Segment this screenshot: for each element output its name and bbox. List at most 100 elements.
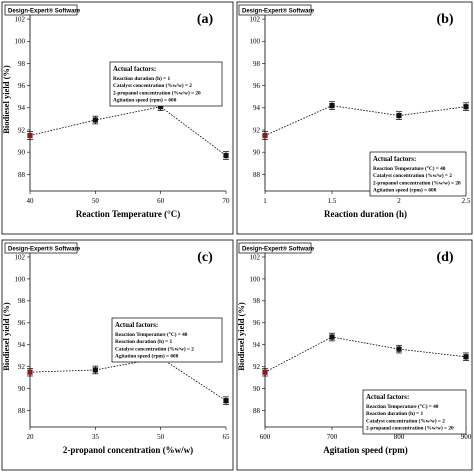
series-line (264, 336, 467, 373)
y-tick-label: 96 (18, 319, 26, 327)
y-tick-label: 94 (253, 341, 261, 349)
y-tick-label: 94 (18, 341, 26, 349)
actual-factors-title: Actual factors: (366, 394, 409, 401)
actual-factors-title: Actual factors: (115, 322, 158, 329)
y-tick-label: 88 (18, 171, 26, 179)
x-axis-title: Reaction Temperature (°C) (76, 209, 180, 219)
software-label-box (238, 242, 312, 254)
y-tick-label: 88 (253, 407, 261, 415)
actual-factor-line: Agitation speed (rpm) = 600 (373, 187, 437, 194)
software-label: Design-Expert® Software (8, 7, 81, 14)
y-axis-title: Biodiesel yield (%) (1, 302, 11, 371)
x-axis-title: Agitation speed (rpm) (323, 445, 408, 455)
y-tick-label: 102 (250, 15, 261, 23)
y-tick-label: 92 (253, 126, 261, 134)
panel-frame (1, 239, 234, 471)
x-tick-label: 1.5 (328, 197, 337, 205)
series-line (264, 105, 467, 136)
data-point (329, 103, 335, 109)
y-tick-label: 98 (253, 297, 261, 305)
y-tick-label: 92 (253, 363, 261, 371)
y-tick-label: 102 (15, 253, 26, 261)
panel-frame (236, 1, 473, 235)
software-label: Design-Expert® Software (8, 245, 81, 252)
data-point (223, 398, 229, 404)
data-point (396, 346, 402, 352)
actual-factor-line: Catalyst concentration (%w/w) = 2 (115, 345, 194, 352)
y-tick-label: 88 (18, 407, 26, 415)
actual-factors-title: Actual factors: (373, 156, 416, 163)
software-label: Design-Expert® Software (242, 245, 315, 252)
y-axis-title: Biodiesel yield (%) (1, 65, 11, 134)
chart-panel-4: 88 90 92 94 96 98 100 102 600 700 800 900 Agitation … (236, 239, 473, 471)
y-tick-label: 90 (18, 149, 26, 157)
data-point-highlighted (262, 369, 268, 375)
actual-factor-line: Reaction duration (h) = 1 (113, 75, 171, 82)
panel-letter: (a) (197, 12, 214, 27)
y-tick-label: 98 (18, 60, 26, 68)
actual-factors-box (109, 61, 223, 107)
x-tick-label: 60 (157, 197, 165, 205)
y-tick-label: 92 (18, 126, 26, 134)
chart-panel-1: 88 90 92 94 96 98 100 102 40 50 60 70 Reaction Tempe… (1, 1, 234, 235)
actual-factor-line: Reaction duration (h) = 1 (366, 410, 424, 417)
y-tick-label: 92 (18, 363, 26, 371)
x-tick-label: 50 (92, 197, 100, 205)
x-tick-label: 800 (394, 433, 405, 441)
software-label-box (238, 4, 312, 16)
y-axis-title: Biodiesel yield (%) (236, 302, 246, 371)
x-tick-label: 700 (327, 433, 338, 441)
actual-factors-box (369, 151, 467, 197)
panel-letter: (d) (436, 250, 453, 265)
x-tick-label: 1 (263, 197, 267, 205)
x-tick-label: 35 (92, 433, 100, 441)
data-point (463, 354, 469, 360)
y-tick-label: 98 (253, 60, 261, 68)
data-point (396, 112, 402, 119)
panel-letter: (c) (197, 250, 213, 265)
x-tick-label: 2 (397, 197, 401, 205)
y-tick-label: 100 (250, 38, 261, 46)
x-tick-label: 50 (157, 433, 165, 441)
x-tick-label: 600 (260, 433, 271, 441)
panel-frame (236, 239, 473, 471)
y-tick-label: 100 (250, 275, 261, 283)
data-point-highlighted (27, 369, 33, 375)
y-tick-label: 100 (15, 275, 26, 283)
series-line (29, 106, 227, 156)
chart-panel-2: 88 90 92 94 96 98 100 102 1 1.5 2 2.5 Reaction durat… (236, 1, 473, 235)
y-tick-label: 88 (253, 171, 261, 179)
y-tick-label: 102 (250, 253, 261, 261)
x-tick-label: 900 (461, 433, 472, 441)
actual-factor-line: Reaction duration (h) = 1 (115, 338, 173, 345)
actual-factors-box (362, 389, 467, 435)
actual-factor-line: Catalyst concentration (%w/w) = 2 (366, 417, 445, 424)
actual-factor-line: Reaction Temperature (°C) = 40 (115, 331, 188, 338)
y-tick-label: 98 (18, 297, 26, 305)
y-tick-label: 100 (15, 38, 26, 46)
actual-factors-box (111, 317, 223, 363)
x-tick-label: 65 (223, 433, 231, 441)
y-tick-label: 90 (253, 385, 261, 393)
data-point-highlighted (27, 132, 33, 139)
x-tick-label: 70 (223, 197, 231, 205)
x-tick-label: 2.5 (462, 197, 471, 205)
series-line (29, 357, 227, 402)
data-point (158, 104, 164, 110)
actual-factor-line: Agitation speed (rpm) = 600 (115, 353, 179, 360)
chart-panel-3: 88 90 92 94 96 98 100 102 20 35 50 65 2-propanol con… (1, 239, 234, 471)
actual-factor-line: 2-propanol concentration (%w/w) = 20 (373, 179, 461, 186)
software-label-box (4, 242, 78, 254)
actual-factor-line: 2-propanol concentration (%w/w) = 20 (113, 89, 201, 96)
data-point-highlighted (262, 132, 268, 139)
actual-factors-title: Actual factors: (113, 66, 156, 73)
x-axis-title: Reaction duration (h) (324, 209, 407, 219)
software-label-box (4, 4, 78, 16)
x-tick-label: 40 (27, 197, 35, 205)
data-point (223, 152, 229, 159)
actual-factor-line: Reaction Temperature (°C) = 40 (366, 403, 439, 410)
data-point (329, 334, 335, 340)
y-tick-label: 96 (253, 319, 261, 327)
data-point (463, 104, 469, 110)
y-tick-label: 102 (15, 15, 26, 23)
